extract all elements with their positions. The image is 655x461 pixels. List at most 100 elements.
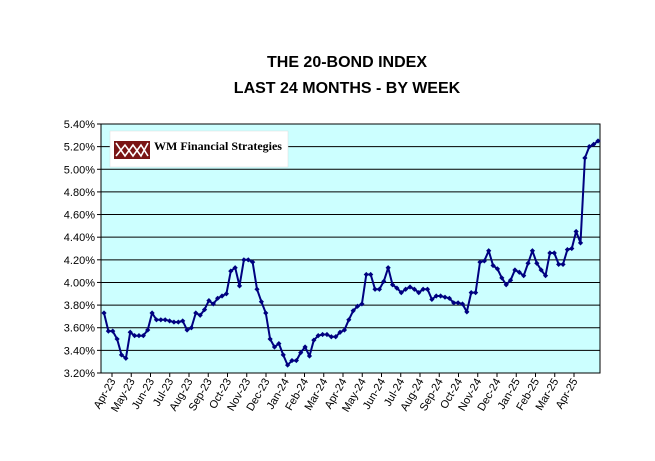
logo-text: WM Financial Strategies <box>154 139 282 153</box>
data-point <box>127 329 133 335</box>
data-point <box>166 318 173 324</box>
y-tick-label: 4.80% <box>64 187 95 199</box>
data-point <box>582 155 588 161</box>
data-point <box>403 286 409 292</box>
y-tick-label: 5.20% <box>64 142 95 154</box>
data-point <box>368 271 374 278</box>
data-point <box>285 362 291 368</box>
data-point <box>188 325 195 331</box>
data-point <box>158 317 164 323</box>
y-tick-label: 5.00% <box>64 164 95 176</box>
data-point <box>236 283 243 289</box>
data-point <box>394 285 400 291</box>
data-point <box>381 278 387 284</box>
data-point <box>245 257 251 263</box>
data-point <box>389 282 396 288</box>
data-point <box>118 352 125 358</box>
data-point <box>140 333 146 339</box>
data-point <box>223 291 230 297</box>
chart-title-line-1: THE 20-BOND INDEX <box>267 54 427 71</box>
data-point <box>468 290 474 296</box>
data-point <box>280 352 286 358</box>
data-point <box>228 268 234 274</box>
data-point <box>263 310 269 316</box>
data-point <box>433 293 439 299</box>
data-point <box>250 259 256 265</box>
chart-title-line-2: LAST 24 MONTHS - BY WEEK <box>234 80 461 97</box>
data-point <box>324 331 330 338</box>
data-point <box>477 259 483 265</box>
data-point <box>197 312 203 318</box>
data-point <box>416 290 422 296</box>
data-point <box>315 333 321 339</box>
data-point <box>385 265 391 271</box>
data-point <box>507 277 514 283</box>
y-tick-label: 5.40% <box>64 119 95 131</box>
data-point <box>276 340 282 347</box>
data-point <box>359 301 365 307</box>
data-point <box>442 294 448 300</box>
data-point <box>210 301 216 307</box>
data-point <box>206 297 212 304</box>
data-point <box>180 318 186 324</box>
x-axis-tick-labels: Apr-23May-23Jun-23Jul-23Aug-23Sep-23Oct-… <box>92 373 581 414</box>
data-point <box>494 266 501 272</box>
data-point <box>101 310 107 316</box>
data-point <box>429 296 435 303</box>
data-point <box>560 261 566 267</box>
data-point <box>114 336 120 342</box>
y-tick-label: 3.40% <box>64 345 95 357</box>
data-point <box>175 319 181 325</box>
data-point <box>455 300 461 306</box>
data-point <box>551 250 557 256</box>
data-point <box>472 290 479 296</box>
grid-lines <box>101 123 600 374</box>
data-point <box>464 309 470 315</box>
data-point <box>298 350 304 356</box>
data-point <box>446 295 452 301</box>
data-point <box>407 284 413 290</box>
data-point <box>512 267 518 273</box>
data-point <box>123 355 129 361</box>
data-point <box>267 336 273 342</box>
y-tick-label: 3.60% <box>64 323 95 335</box>
data-point <box>564 247 570 253</box>
data-point <box>542 273 549 279</box>
data-point <box>538 267 544 273</box>
data-point <box>591 141 597 147</box>
y-tick-label: 4.20% <box>64 255 95 267</box>
data-point <box>516 269 522 275</box>
data-point <box>333 334 339 340</box>
data-point <box>438 293 444 299</box>
data-point <box>302 344 308 350</box>
data-point <box>451 300 457 306</box>
data-point <box>350 308 356 314</box>
data-point <box>162 317 168 323</box>
data-point <box>149 310 155 316</box>
wm-logo: WM Financial Strategies <box>109 130 289 168</box>
data-point <box>556 261 562 267</box>
data-point <box>110 328 116 334</box>
data-point <box>363 271 369 278</box>
data-point <box>547 250 553 256</box>
data-point <box>311 337 317 343</box>
data-point <box>289 357 295 364</box>
data-point <box>529 248 536 254</box>
data-point <box>105 328 111 334</box>
logo-mark-m <box>115 143 149 158</box>
data-point <box>328 334 334 340</box>
data-point <box>577 240 584 246</box>
data-point <box>271 344 278 350</box>
data-point <box>193 310 199 316</box>
data-point <box>219 293 225 299</box>
y-tick-label: 4.60% <box>64 210 95 222</box>
data-point <box>136 333 142 339</box>
data-point <box>346 317 352 323</box>
y-tick-label: 3.20% <box>64 368 95 380</box>
data-point <box>503 282 509 288</box>
data-point <box>232 265 238 271</box>
data-point <box>376 286 383 292</box>
data-point <box>132 333 138 339</box>
y-tick-label: 4.00% <box>64 277 95 289</box>
